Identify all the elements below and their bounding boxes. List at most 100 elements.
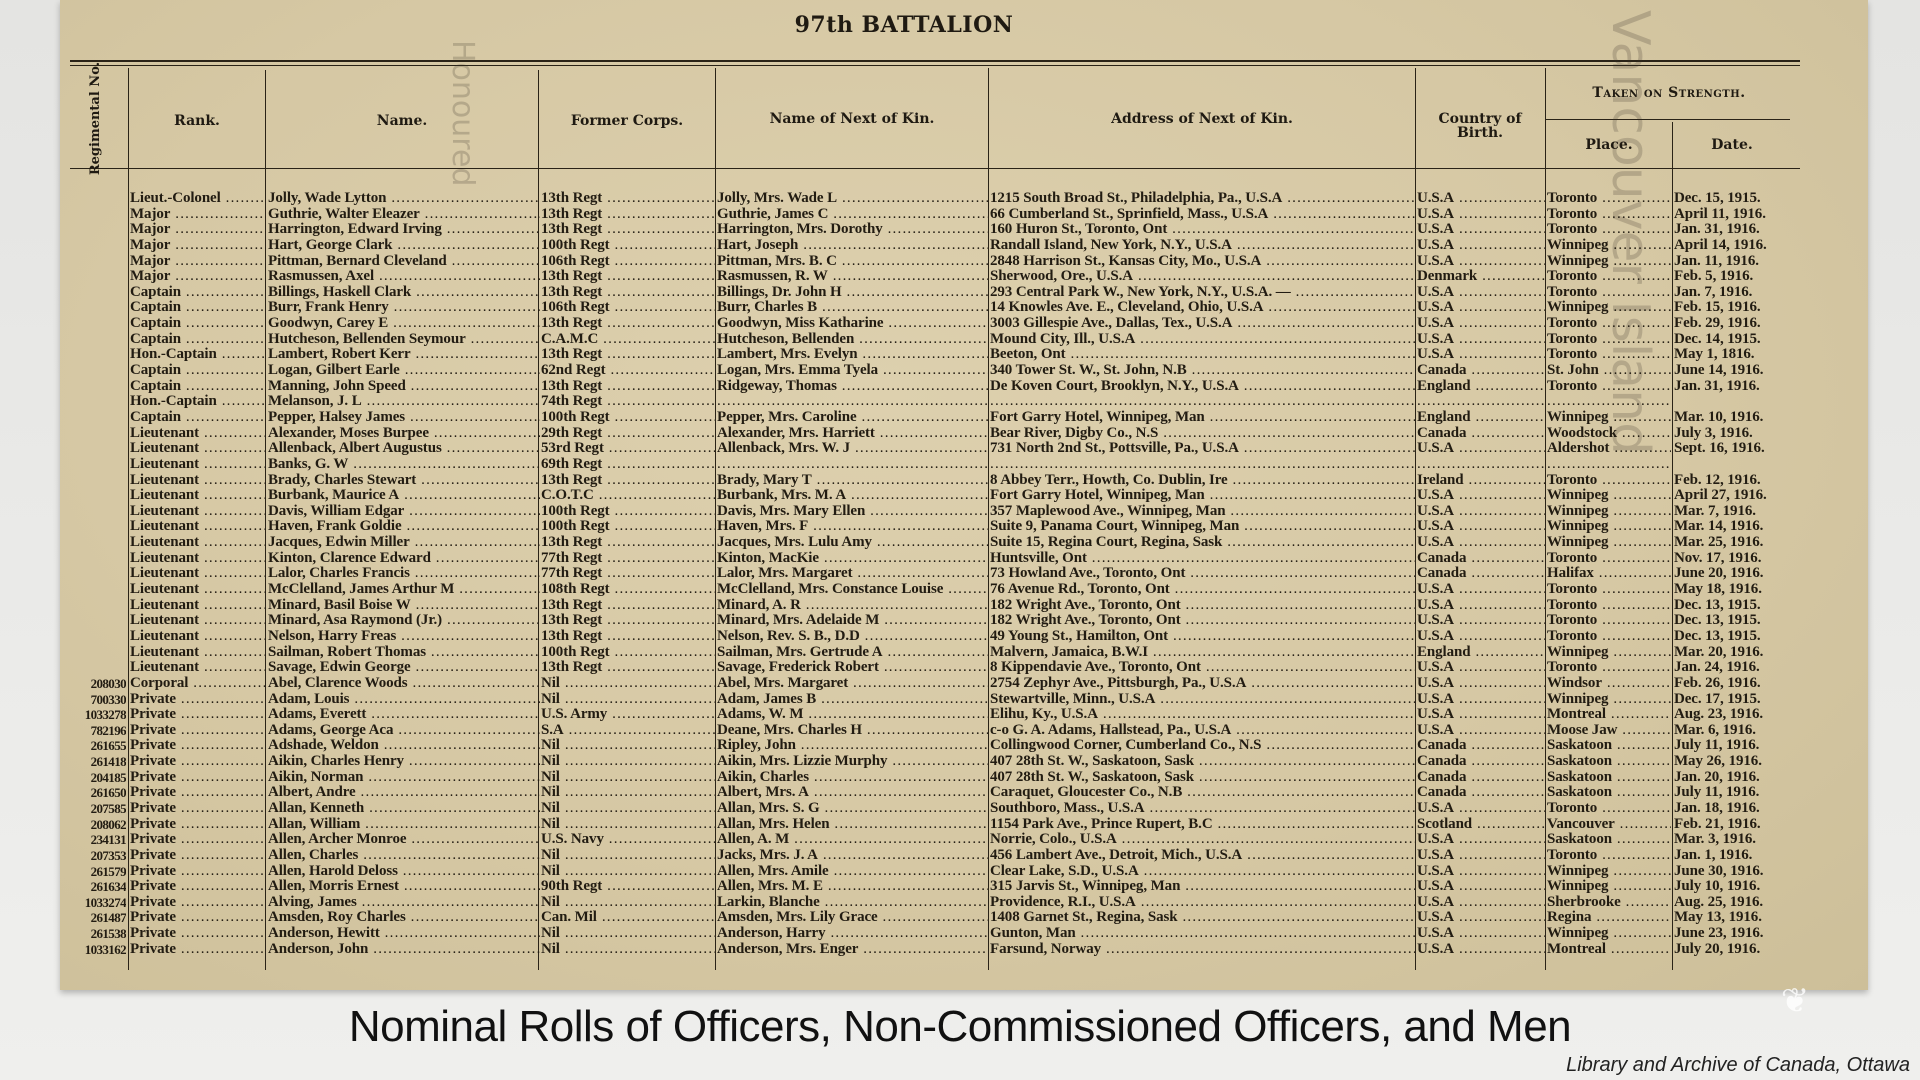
table-row: CaptainPepper, Halsey James100th RegtPep… xyxy=(60,410,1868,426)
country-cell: U.S.A xyxy=(1417,316,1545,332)
kin-address-cell: 8 Abbey Terr., Howth, Co. Dublin, Ire xyxy=(990,473,1415,489)
regimental-number xyxy=(62,519,126,535)
rank-cell: Major xyxy=(130,254,266,270)
name-cell: Manning, John Speed xyxy=(268,379,540,395)
rank-cell: Captain xyxy=(130,316,266,332)
country-cell: U.S.A xyxy=(1417,238,1545,254)
name-cell: Jacques, Edwin Miller xyxy=(268,535,540,551)
regimental-number: 782196 xyxy=(90,722,126,738)
place-cell: Winnipeg xyxy=(1547,926,1671,942)
date-cell: Mar. 10, 1916. xyxy=(1674,409,1764,425)
name-cell: Pittman, Bernard Cleveland xyxy=(268,254,540,270)
source-credit: Library and Archive of Canada, Ottawa xyxy=(1566,1054,1910,1076)
country-cell: U.S.A xyxy=(1417,910,1545,926)
date-cell: June 23, 1916. xyxy=(1674,926,1764,942)
former-corps-cell: 13th Regt xyxy=(541,222,715,238)
country-cell: U.S.A xyxy=(1417,191,1545,207)
table-row: 700330PrivateAdam, LouisNilAdam, James B… xyxy=(60,692,1868,708)
name-cell: Pepper, Halsey James xyxy=(268,410,540,426)
place-cell: Toronto xyxy=(1547,191,1671,207)
country-cell: U.S.A xyxy=(1417,879,1545,895)
name-cell: Allenback, Albert Augustus xyxy=(268,441,540,457)
name-cell: Adams, George Aca xyxy=(268,723,540,739)
place-cell: Winnipeg xyxy=(1547,535,1671,551)
table-row: 207585PrivateAllan, KennethNilAllan, Mrs… xyxy=(60,801,1868,817)
table-row: LieutenantAllenback, Albert Augustus53rd… xyxy=(60,441,1868,457)
former-corps-cell: 74th Regt xyxy=(541,394,715,410)
former-corps-cell: 13th Regt xyxy=(541,207,715,223)
kin-address-cell: 73 Howland Ave., Toronto, Ont xyxy=(990,566,1415,582)
regimental-number: 261655 xyxy=(90,738,126,754)
kin-name-cell: Anderson, Harry xyxy=(717,926,988,942)
country-cell: England xyxy=(1417,410,1545,426)
name-cell: Adshade, Weldon xyxy=(268,738,540,754)
name-cell: Allen, Morris Ernest xyxy=(268,879,540,895)
former-corps-cell: C.A.M.C xyxy=(541,332,715,348)
kin-name-cell: Haven, Mrs. F xyxy=(717,519,988,535)
former-corps-cell: 100th Regt xyxy=(541,519,715,535)
place-cell: Toronto xyxy=(1547,379,1671,395)
country-cell: U.S.A xyxy=(1417,254,1545,270)
date-cell: Jan. 1, 1916. xyxy=(1674,847,1753,863)
kin-address-cell: 1154 Park Ave., Prince Rupert, B.C xyxy=(990,817,1415,833)
table-row: LieutenantMcClelland, James Arthur M108t… xyxy=(60,582,1868,598)
date-cell: July 3, 1916. xyxy=(1674,425,1753,441)
kin-name-cell: Adam, James B xyxy=(717,692,988,708)
kin-address-cell: Providence, R.I., U.S.A xyxy=(990,895,1415,911)
table-row: 208030CorporalAbel, Clarence WoodsNilAbe… xyxy=(60,676,1868,692)
name-cell: Savage, Edwin George xyxy=(268,660,540,676)
former-corps-cell: Nil xyxy=(541,942,715,958)
country-cell: Denmark xyxy=(1417,269,1545,285)
place-cell: Toronto xyxy=(1547,660,1671,676)
rank-cell: Lieutenant xyxy=(130,582,266,598)
kin-name-cell: Adams, W. M xyxy=(717,707,988,723)
table-row: LieutenantAlexander, Moses Burpee29th Re… xyxy=(60,426,1868,442)
former-corps-cell: Nil xyxy=(541,785,715,801)
country-cell: U.S.A xyxy=(1417,801,1545,817)
regimental-number xyxy=(62,645,126,661)
former-corps-cell: 13th Regt xyxy=(541,535,715,551)
former-corps-cell: U.S. Navy xyxy=(541,832,715,848)
regimental-number xyxy=(62,269,126,285)
kin-address-cell: Farsund, Norway xyxy=(990,942,1415,958)
document-scan: 97th BATTALION Regimental No. Rank. Name… xyxy=(60,0,1868,990)
table-row: LieutenantMinard, Basil Boise W13th Regt… xyxy=(60,598,1868,614)
kin-address-cell: Stewartville, Minn., U.S.A xyxy=(990,692,1415,708)
regimental-number: 204185 xyxy=(90,769,126,785)
place-cell: Toronto xyxy=(1547,613,1671,629)
name-cell: Albert, Andre xyxy=(268,785,540,801)
kin-address-cell: 76 Avenue Rd., Toronto, Ont xyxy=(990,582,1415,598)
name-cell: Allan, William xyxy=(268,817,540,833)
place-cell: Toronto xyxy=(1547,207,1671,223)
place-cell: Winnipeg xyxy=(1547,504,1671,520)
kin-address-cell: 3003 Gillespie Ave., Dallas, Tex., U.S.A xyxy=(990,316,1415,332)
rank-cell: Private xyxy=(130,692,266,708)
kin-name-cell: Albert, Mrs. A xyxy=(717,785,988,801)
table-row: CaptainLogan, Gilbert Earle62nd RegtLoga… xyxy=(60,363,1868,379)
place-cell: Winnipeg xyxy=(1547,254,1671,270)
kin-name-cell: Savage, Frederick Robert xyxy=(717,660,988,676)
country-cell: Canada xyxy=(1417,785,1545,801)
table-row: MajorHarrington, Edward Irving13th RegtH… xyxy=(60,222,1868,238)
former-corps-cell: 100th Regt xyxy=(541,410,715,426)
kin-address-cell: 66 Cumberland St., Sprinfield, Mass., U.… xyxy=(990,207,1415,223)
former-corps-cell: 13th Regt xyxy=(541,613,715,629)
place-cell: Windsor xyxy=(1547,676,1671,692)
table-row: MajorPittman, Bernard Cleveland106th Reg… xyxy=(60,254,1868,270)
former-corps-cell: 13th Regt xyxy=(541,660,715,676)
header-country: Country of Birth. xyxy=(1438,111,1522,141)
name-cell: Lalor, Charles Francis xyxy=(268,566,540,582)
table-row: MajorGuthrie, Walter Eleazer13th RegtGut… xyxy=(60,207,1868,223)
rank-cell: Private xyxy=(130,879,266,895)
place-cell: Saskatoon xyxy=(1547,832,1671,848)
place-cell: Toronto xyxy=(1547,629,1671,645)
regimental-number xyxy=(62,582,126,598)
table-row: Hon.-CaptainMelanson, J. L74th Regt xyxy=(60,394,1868,410)
kin-address-cell: 357 Maplewood Ave., Winnipeg, Man xyxy=(990,504,1415,520)
regimental-number xyxy=(62,551,126,567)
rank-cell: Private xyxy=(130,801,266,817)
kin-address-cell: 407 28th St. W., Saskatoon, Sask xyxy=(990,770,1415,786)
country-cell: U.S.A xyxy=(1417,222,1545,238)
place-cell: Winnipeg xyxy=(1547,879,1671,895)
rank-cell: Lieutenant xyxy=(130,566,266,582)
